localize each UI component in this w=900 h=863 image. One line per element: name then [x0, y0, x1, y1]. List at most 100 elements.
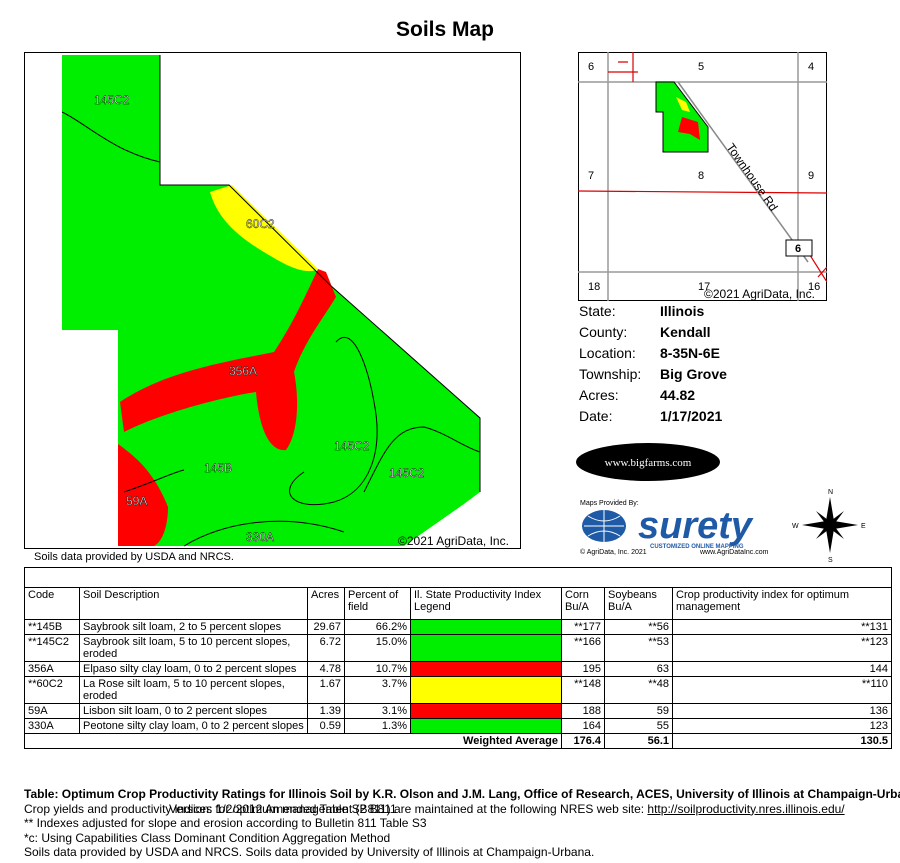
legend-swatch [410, 703, 562, 719]
soybeans-cell: 59 [604, 703, 673, 719]
acres-cell: 6.72 [307, 634, 345, 662]
soil-row: **60C2 La Rose silt loam, 5 to 10 percent… [24, 676, 892, 704]
description-cell: Peotone silty clay loam, 0 to 2 percent … [79, 718, 308, 734]
acres-cell: 0.59 [307, 718, 345, 734]
weighted-soybeans: 56.1 [604, 733, 673, 749]
info-value: Illinois [660, 303, 705, 319]
surety-tagline: CUSTOMIZED ONLINE MAPPING [650, 544, 744, 550]
section-number: 6 [588, 61, 594, 73]
percent-cell: 66.2% [344, 619, 411, 635]
soil-label: 330A [246, 530, 274, 544]
compass-letter: W [792, 523, 799, 530]
legend-swatch [410, 676, 562, 704]
map-copyright: ©2021 AgriData, Inc. [398, 534, 509, 548]
header-cell: Percent of field [344, 587, 411, 620]
info-value: 8-35N-6E [660, 345, 720, 361]
percent-cell: 3.1% [344, 703, 411, 719]
legend-swatch [410, 619, 562, 635]
surety-logo: surety [638, 505, 754, 547]
info-label: Township: [579, 366, 642, 382]
soil-row: 356A Elpaso silty clay loam, 0 to 2 perce… [24, 661, 892, 677]
info-value: 44.82 [660, 387, 696, 403]
code-cell: **145B [24, 619, 80, 635]
info-value: Big Grove [660, 366, 727, 382]
corn-cell: **166 [561, 634, 605, 662]
section-number: 9 [808, 170, 814, 182]
info-label: Location: [579, 345, 636, 361]
soil-label: 145C2 [334, 439, 370, 453]
soil-label: 145B [204, 461, 232, 475]
corn-cell: 188 [561, 703, 605, 719]
soybeans-cell: 55 [604, 718, 673, 734]
code-cell: 356A [24, 661, 80, 677]
header-row: Code Soil Description Acres Percent of fiel… [24, 587, 892, 620]
agridata-site: www.AgriDataInc.com [699, 549, 769, 556]
route-number: 6 [795, 243, 801, 255]
adjusted-note: ** Indexes adjusted for slope and erosio… [24, 816, 427, 831]
acres-cell: 1.67 [307, 676, 345, 704]
compass-letter: N [828, 489, 833, 496]
legend-swatch [410, 661, 562, 677]
section-number: 17 [698, 281, 710, 293]
soybeans-cell: 63 [604, 661, 673, 677]
description-cell: Saybrook silt loam, 2 to 5 percent slope… [79, 619, 308, 635]
method-note: *c: Using Capabilities Class Dominant Co… [24, 830, 391, 845]
bigfarms-logo: www.bigfarms.com [605, 457, 692, 469]
percent-cell: 3.7% [344, 676, 411, 704]
provided-by: Maps Provided By: [580, 500, 639, 507]
section-number: 4 [808, 61, 814, 73]
info-label: Date: [579, 408, 613, 424]
code-cell: **145C2 [24, 634, 80, 662]
corn-cell: **177 [561, 619, 605, 635]
description-cell: La Rose silt loam, 5 to 10 percent slope… [79, 676, 308, 704]
cpi-cell: **123 [672, 634, 892, 662]
nres-link[interactable]: http://soilproductivity.nres.illinois.ed… [647, 801, 845, 816]
info-label: Acres: [579, 387, 619, 403]
corn-cell: 164 [561, 718, 605, 734]
info-block: State: Illinois County: Kendall Location: 8-3… [579, 303, 779, 433]
description-cell: Elpaso silty clay loam, 0 to 2 percent s… [79, 661, 308, 677]
compass-letter: E [861, 523, 866, 530]
header-cell: Il. State Productivity Index Legend [410, 587, 562, 620]
info-value: Kendall [660, 324, 711, 340]
code-cell: **60C2 [24, 676, 80, 704]
map-note: Soils data provided by USDA and NRCS. [34, 551, 234, 563]
soybeans-cell: **53 [604, 634, 673, 662]
soybeans-cell: **48 [604, 676, 673, 704]
soil-label: 145C2 [94, 93, 130, 107]
weighted-cpi: 130.5 [672, 733, 892, 749]
corn-cell: **148 [561, 676, 605, 704]
percent-cell: 15.0% [344, 634, 411, 662]
info-value: 1/17/2021 [660, 408, 723, 424]
agridata-copyright: © AgriData, Inc. 2021 [580, 548, 647, 556]
legend-swatch [410, 634, 562, 662]
legend-swatch [410, 718, 562, 734]
soil-table: Code Soil Description Acres Percent of fiel… [24, 567, 892, 749]
soil-row: 59A Lisbon silt loam, 0 to 2 percent slop… [24, 703, 892, 719]
percent-cell: 10.7% [344, 661, 411, 677]
weighted-row: Weighted Average 176.4 56.1 130.5 [24, 733, 892, 749]
acres-cell: 1.39 [307, 703, 345, 719]
locator-copyright: ©2021 AgriData, Inc. [704, 287, 815, 301]
info-label: State: [579, 303, 616, 319]
soil-map: 145C2 60C2 356A 145C2 145C2 145B 59A 330A ©2021 … [24, 52, 521, 549]
title: Soils Map [395, 18, 495, 41]
soybeans-cell: **56 [604, 619, 673, 635]
description-cell: Lisbon silt loam, 0 to 2 percent slopes [79, 703, 308, 719]
footer: Table: Optimum Crop Productivity Ratings… [24, 787, 900, 860]
source: Table: Optimum Crop Productivity Ratings… [24, 787, 900, 801]
sources-note: Soils data provided by USDA and NRCS. So… [24, 845, 595, 860]
section-number: 16 [808, 281, 820, 293]
soil-row: **145B Saybrook silt loam, 2 to 5 percent… [24, 619, 892, 635]
soil-label: 60C2 [246, 217, 275, 231]
header-cell: Code [24, 587, 80, 620]
cpi-cell: **131 [672, 619, 892, 635]
header-cell: Corn Bu/A [561, 587, 605, 620]
soil-row: **145C2 Saybrook silt loam, 5 to 10 perce… [24, 634, 892, 662]
weighted-label: Weighted Average [24, 733, 562, 749]
section-number: 5 [698, 61, 704, 73]
compass-letter: S [828, 557, 833, 564]
cpi-cell: 136 [672, 703, 892, 719]
cpi-cell: **110 [672, 676, 892, 704]
